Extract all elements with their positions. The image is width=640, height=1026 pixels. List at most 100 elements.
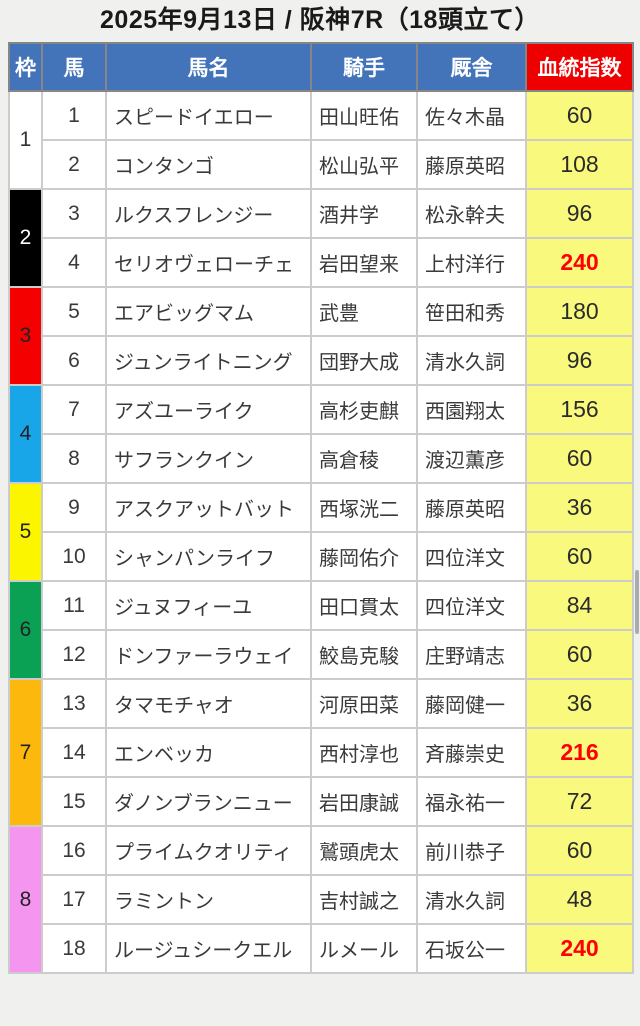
pedigree-index-cell: 108 <box>525 139 634 190</box>
horse-name-cell: アズユーライク <box>105 384 312 435</box>
stable-name-cell: 松永幹夫 <box>416 188 527 239</box>
horse-name-cell: ジュヌフィーユ <box>105 580 312 631</box>
pedigree-index-cell: 60 <box>525 629 634 680</box>
stable-name-cell: 前川恭子 <box>416 825 527 876</box>
stable-name-cell: 斉藤崇史 <box>416 727 527 778</box>
horse-row: 10 シャンパンライフ 藤岡佑介 四位洋文 60 <box>9 531 634 582</box>
stable-name-cell: 西園翔太 <box>416 384 527 435</box>
pedigree-index-cell: 36 <box>525 482 634 533</box>
frame-number-cell: 3 <box>8 286 43 386</box>
horse-name-cell: アスクアットバット <box>105 482 312 533</box>
horse-number-cell: 14 <box>41 727 107 778</box>
horse-row: 12 ドンファーラウェイ 鮫島克駿 庄野靖志 60 <box>9 629 634 680</box>
jockey-name-cell: 高倉稜 <box>310 433 418 484</box>
jockey-name-cell: 西村淳也 <box>310 727 418 778</box>
pedigree-index-cell: 96 <box>525 335 634 386</box>
horse-name-cell: エアビッグマム <box>105 286 312 337</box>
horse-number-cell: 5 <box>41 286 107 337</box>
pedigree-index-cell: 240 <box>525 237 634 288</box>
jockey-name-cell: ルメール <box>310 923 418 974</box>
jockey-name-cell: 岩田望来 <box>310 237 418 288</box>
frame-number-cell: 5 <box>8 482 43 582</box>
horse-name-cell: ダノンブランニュー <box>105 776 312 827</box>
horse-row: 6 11 ジュヌフィーユ 田口貫太 四位洋文 84 <box>8 580 634 680</box>
horse-number-cell: 17 <box>41 874 107 925</box>
horse-name-cell: エンベッカ <box>105 727 312 778</box>
pedigree-index-cell: 36 <box>525 678 634 729</box>
jockey-name-cell: 酒井学 <box>310 188 418 239</box>
horse-row: 15 ダノンブランニュー 岩田康誠 福永祐一 72 <box>9 776 634 827</box>
horse-name-cell: ルージュシークエル <box>105 923 312 974</box>
horse-number-cell: 10 <box>41 531 107 582</box>
header-pedigree-index: 血統指数 <box>525 42 634 92</box>
horse-number-cell: 15 <box>41 776 107 827</box>
frame-number-cell: 2 <box>8 188 43 288</box>
frame-number-cell: 7 <box>8 678 43 827</box>
stable-name-cell: 福永祐一 <box>416 776 527 827</box>
horse-number-cell: 9 <box>41 482 107 533</box>
header-horse: 馬 <box>41 42 107 92</box>
jockey-name-cell: 岩田康誠 <box>310 776 418 827</box>
jockey-name-cell: 鷲頭虎太 <box>310 825 418 876</box>
horse-row: 18 ルージュシークエル ルメール 石坂公一 240 <box>9 923 634 974</box>
frame-number-cell: 6 <box>8 580 43 680</box>
horse-name-cell: スピードイエロー <box>105 90 312 141</box>
pedigree-index-cell: 48 <box>525 874 634 925</box>
stable-name-cell: 四位洋文 <box>416 580 527 631</box>
horse-row: 8 16 プライムクオリティ 鷲頭虎太 前川恭子 60 <box>8 825 634 974</box>
race-table-body: 1 1 スピードイエロー 田山旺佑 佐々木晶 60 2 コンタンゴ 松山弘平 藤原英昭 108 2 3 ル… <box>8 90 634 974</box>
horse-row: 6 ジュンライトニング 団野大成 清水久詞 96 <box>9 335 634 386</box>
scrollbar-thumb[interactable] <box>635 570 639 634</box>
horse-row: 7 13 タマモチャオ 河原田菜 藤岡健一 36 <box>8 678 634 827</box>
jockey-name-cell: 河原田菜 <box>310 678 418 729</box>
horse-row: 17 ラミントン 吉村誠之 清水久詞 48 <box>9 874 634 925</box>
stable-name-cell: 佐々木晶 <box>416 90 527 141</box>
jockey-name-cell: 武豊 <box>310 286 418 337</box>
horse-number-cell: 18 <box>41 923 107 974</box>
stable-name-cell: 庄野靖志 <box>416 629 527 680</box>
stable-name-cell: 笹田和秀 <box>416 286 527 337</box>
pedigree-index-cell: 60 <box>525 90 634 141</box>
stable-name-cell: 藤岡健一 <box>416 678 527 729</box>
jockey-name-cell: 松山弘平 <box>310 139 418 190</box>
horse-number-cell: 2 <box>41 139 107 190</box>
horse-number-cell: 3 <box>41 188 107 239</box>
stable-name-cell: 清水久詞 <box>416 874 527 925</box>
jockey-name-cell: 高杉吏麒 <box>310 384 418 435</box>
jockey-name-cell: 鮫島克駿 <box>310 629 418 680</box>
horse-row: 14 エンベッカ 西村淳也 斉藤崇史 216 <box>9 727 634 778</box>
horse-name-cell: シャンパンライフ <box>105 531 312 582</box>
horse-number-cell: 16 <box>41 825 107 876</box>
frame-number-cell: 4 <box>8 384 43 484</box>
horse-name-cell: セリオヴェローチェ <box>105 237 312 288</box>
horse-number-cell: 13 <box>41 678 107 729</box>
pedigree-index-cell: 180 <box>525 286 634 337</box>
jockey-name-cell: 田口貫太 <box>310 580 418 631</box>
horse-number-cell: 12 <box>41 629 107 680</box>
horse-name-cell: プライムクオリティ <box>105 825 312 876</box>
horse-name-cell: コンタンゴ <box>105 139 312 190</box>
horse-name-cell: ラミントン <box>105 874 312 925</box>
pedigree-index-cell: 60 <box>525 825 634 876</box>
header-row: 枠 馬 馬名 騎手 厩舎 血統指数 <box>8 42 634 92</box>
pedigree-index-cell: 84 <box>525 580 634 631</box>
pedigree-index-cell: 240 <box>525 923 634 974</box>
stable-name-cell: 上村洋行 <box>416 237 527 288</box>
horse-row: 4 7 アズユーライク 高杉吏麒 西園翔太 156 <box>8 384 634 484</box>
horse-number-cell: 4 <box>41 237 107 288</box>
pedigree-index-cell: 72 <box>525 776 634 827</box>
horse-number-cell: 1 <box>41 90 107 141</box>
horse-row: 4 セリオヴェローチェ 岩田望来 上村洋行 240 <box>9 237 634 288</box>
pedigree-index-cell: 60 <box>525 531 634 582</box>
horse-name-cell: サフランクイン <box>105 433 312 484</box>
header-jockey: 騎手 <box>310 42 418 92</box>
horse-name-cell: ルクスフレンジー <box>105 188 312 239</box>
horse-row: 2 コンタンゴ 松山弘平 藤原英昭 108 <box>9 139 634 190</box>
stable-name-cell: 四位洋文 <box>416 531 527 582</box>
jockey-name-cell: 団野大成 <box>310 335 418 386</box>
horse-row: 2 3 ルクスフレンジー 酒井学 松永幹夫 96 <box>8 188 634 288</box>
horse-row: 8 サフランクイン 高倉稜 渡辺薫彦 60 <box>9 433 634 484</box>
header-frame: 枠 <box>8 42 43 92</box>
stable-name-cell: 藤原英昭 <box>416 482 527 533</box>
jockey-name-cell: 吉村誠之 <box>310 874 418 925</box>
